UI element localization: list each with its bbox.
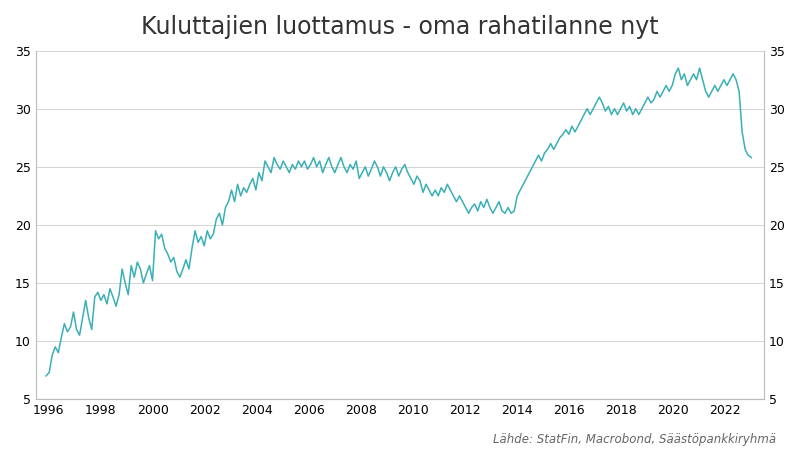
Text: Lähde: StatFin, Macrobond, Säästöpankkiryhmä: Lähde: StatFin, Macrobond, Säästöpankkir… (493, 432, 776, 446)
Title: Kuluttajien luottamus - oma rahatilanne nyt: Kuluttajien luottamus - oma rahatilanne … (141, 15, 659, 39)
